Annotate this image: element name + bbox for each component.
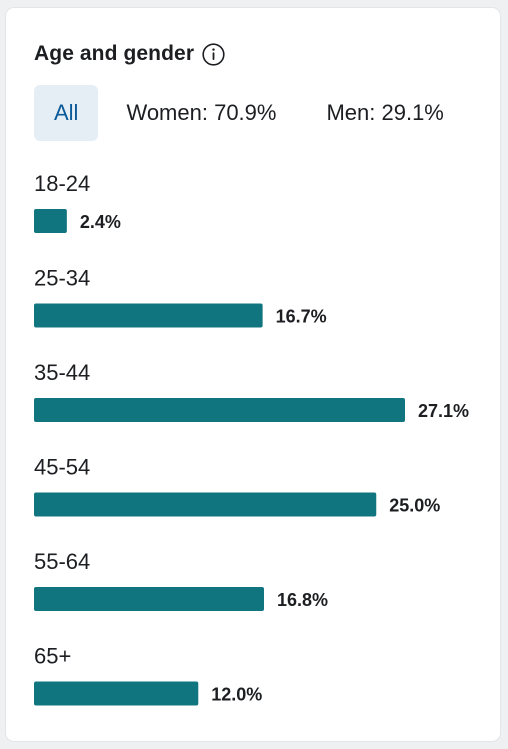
tab-men[interactable]: Men: 29.1% xyxy=(326,100,444,125)
bar-value-label: 16.7% xyxy=(276,307,327,327)
age-label: 25-34 xyxy=(34,266,90,291)
bar-value-label: 16.8% xyxy=(277,590,328,610)
tab-women[interactable]: Women: 70.9% xyxy=(126,100,277,125)
age-bar xyxy=(34,587,264,611)
bar-value-label: 12.0% xyxy=(211,685,262,705)
age-bar-chart: 18-24 2.4% 25-34 16.7% 35-44 27.1% 45-54 25.0% 5… xyxy=(34,171,469,706)
age-label: 18-24 xyxy=(34,171,90,196)
bar-value-label: 2.4% xyxy=(80,212,121,232)
tab-all[interactable]: All xyxy=(34,85,99,141)
age-bar xyxy=(34,492,377,517)
info-icon[interactable] xyxy=(202,42,225,66)
card-title: Age and gender xyxy=(34,42,195,65)
bar-value-label: 25.0% xyxy=(389,496,440,516)
age-label: 65+ xyxy=(34,644,71,669)
age-bar xyxy=(34,398,405,422)
card-header: Age and gender xyxy=(34,42,225,66)
age-bar xyxy=(34,209,67,233)
age-gender-card: Age and gender All Women: 70.9% Men: 29.… xyxy=(6,8,500,741)
age-bar xyxy=(34,303,263,328)
age-label: 35-44 xyxy=(34,360,90,385)
age-label: 55-64 xyxy=(34,549,90,574)
age-bar xyxy=(34,681,199,706)
bar-value-label: 27.1% xyxy=(418,401,469,421)
gender-tabs: All Women: 70.9% Men: 29.1% xyxy=(34,85,464,141)
age-label: 45-54 xyxy=(34,455,90,480)
